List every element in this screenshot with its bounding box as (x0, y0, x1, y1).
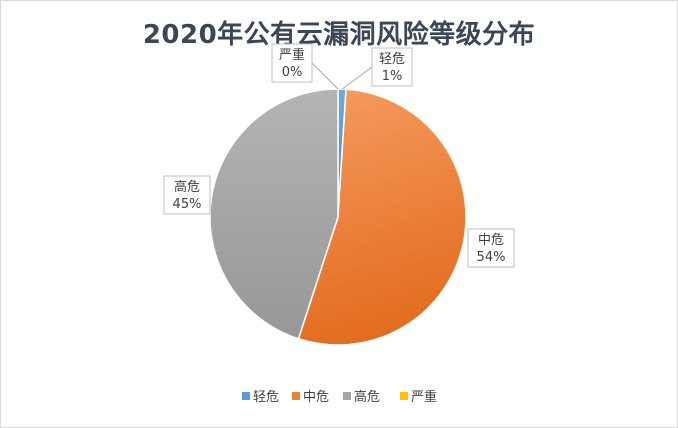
data-label-category: 严重 (279, 47, 305, 63)
chart-title: 2020年公有云漏洞风险等级分布 (142, 20, 536, 50)
data-label-value: 1% (382, 69, 403, 84)
legend-label: 严重 (411, 389, 437, 405)
legend-swatch (343, 392, 351, 400)
legend-label: 中危 (303, 390, 329, 405)
data-label-box (271, 43, 313, 83)
data-label-value: 54% (477, 250, 506, 265)
legend-swatch (292, 392, 300, 400)
data-label-box (371, 47, 413, 87)
data-label-box (467, 228, 515, 268)
data-label-box (163, 175, 211, 215)
legend-swatch (242, 392, 250, 400)
data-label-value: 0% (282, 65, 303, 80)
slice-2 (297, 88, 467, 346)
legend-swatch (400, 392, 408, 400)
slice-3 (209, 88, 339, 340)
legend-label: 轻危 (253, 390, 279, 405)
data-label-category: 轻危 (379, 52, 405, 67)
legend-label: 高危 (354, 389, 380, 405)
leader-line (311, 62, 339, 90)
data-label-category: 高危 (174, 179, 200, 195)
leader-line (341, 66, 373, 90)
data-label-category: 中危 (478, 233, 504, 248)
data-label-value: 45% (173, 197, 202, 212)
